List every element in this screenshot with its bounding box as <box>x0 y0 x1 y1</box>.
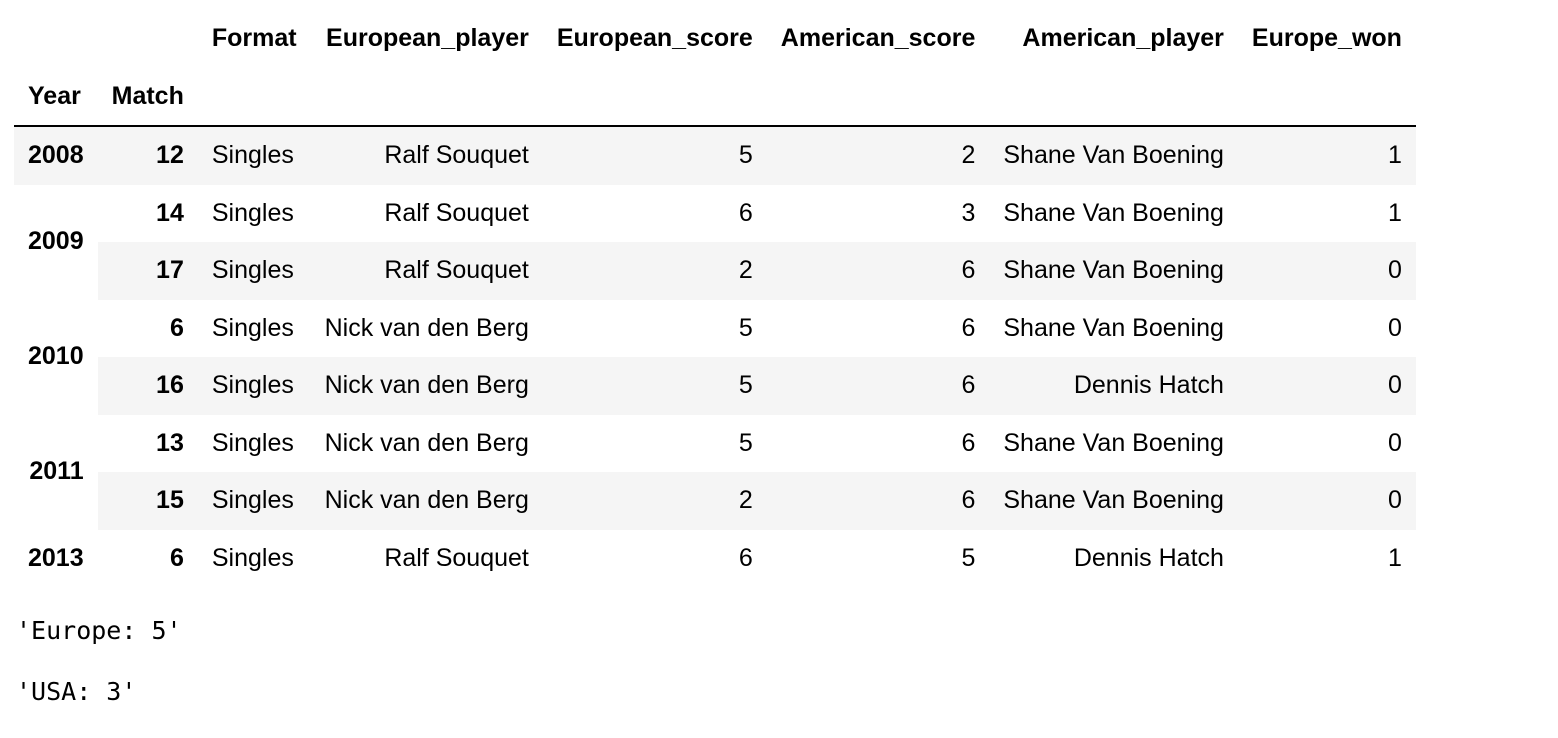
row-index-match: 6 <box>169 313 184 342</box>
table-cell: 0 <box>1388 313 1402 342</box>
table-cell: Nick van den Berg <box>310 357 543 415</box>
table-cell: Nick van den Berg <box>310 472 543 530</box>
table-cell: 0 <box>1237 357 1416 415</box>
column-header: American_player <box>1022 24 1224 52</box>
table-cell: 6 <box>766 357 990 415</box>
table-row: 2011 13 Singles Nick van den Berg 5 6 Shane Va… <box>14 414 1416 530</box>
blank-header-cell <box>1238 68 1416 127</box>
output-europe-count: 'Europe: 5' <box>16 616 182 645</box>
table-cell: Singles <box>211 313 294 342</box>
table-cell: 0 <box>1388 428 1402 457</box>
table-cell: 6 <box>738 543 753 572</box>
table-cell: 5 <box>961 543 976 572</box>
table-cell: Singles <box>211 428 294 457</box>
table-cell: Shane Van Boening <box>1003 313 1224 342</box>
table-cell: Singles <box>197 357 311 415</box>
row-index-match: 16 <box>97 357 198 415</box>
table-cell: 6 <box>766 242 990 300</box>
column-header: European_score <box>556 24 753 52</box>
table-cell: 6 <box>766 472 990 530</box>
table-cell: 6 <box>961 428 976 457</box>
row-index-match: 15 <box>97 472 198 530</box>
table-cell: Singles <box>197 472 311 530</box>
index-name-row: Year Match <box>14 68 1416 127</box>
blank-header-cell <box>989 68 1238 127</box>
table-cell: 6 <box>961 313 976 342</box>
row-index-match: 13 <box>156 428 184 457</box>
index-name-match: Match <box>111 81 184 110</box>
table-cell: Shane Van Boening <box>989 472 1238 530</box>
column-header: Format <box>211 24 297 52</box>
table-cell: 1 <box>1388 198 1402 227</box>
row-index-year: 2011 <box>14 414 98 530</box>
row-index-match: 17 <box>97 242 198 300</box>
row-index-match: 12 <box>97 126 198 185</box>
table-cell: 5 <box>542 126 767 185</box>
table-cell: 2 <box>542 472 767 530</box>
blank-header-cell <box>311 68 543 127</box>
table-cell: Ralf Souquet <box>384 543 529 572</box>
table-cell: Shane Van Boening <box>989 242 1238 300</box>
table-cell: 1 <box>1237 126 1416 185</box>
table-cell: Singles <box>211 198 294 227</box>
table-cell: 5 <box>542 357 767 415</box>
table-row: 2008 12 Singles Ralf Souquet 5 2 Shane Van Boe… <box>14 126 1416 185</box>
table-cell: Ralf Souquet <box>310 126 543 185</box>
table-cell: 6 <box>738 198 753 227</box>
table-cell: 3 <box>961 198 976 227</box>
row-index-year: 2008 <box>14 126 98 185</box>
table-cell: 0 <box>1237 472 1416 530</box>
table-row: 2013 6 Singles Ralf Souquet 6 5 Dennis Hatch 1 <box>14 530 1416 588</box>
table-cell: Shane Van Boening <box>989 126 1238 185</box>
table-cell: Singles <box>197 126 311 185</box>
table-row: 17 Singles Ralf Souquet 2 6 Shane Van Boening… <box>14 242 1416 300</box>
column-header-row: Format European_player European_score Am… <box>14 10 1416 68</box>
column-header: American_score <box>780 24 976 52</box>
table-cell: 2 <box>542 242 767 300</box>
blank-header-cell <box>14 10 98 68</box>
table-row: 2010 6 Singles Nick van den Berg 5 6 Shane Van… <box>14 299 1416 415</box>
blank-header-cell <box>98 10 198 68</box>
column-header: European_player <box>326 24 529 52</box>
table-cell: Dennis Hatch <box>989 357 1238 415</box>
table-cell: 1 <box>1388 543 1402 572</box>
table-cell: Nick van den Berg <box>324 313 529 342</box>
table-row: 2009 14 Singles Ralf Souquet 6 3 Shane Van Boe… <box>14 184 1416 300</box>
row-index-match: 6 <box>169 543 184 572</box>
table-cell: Singles <box>197 242 311 300</box>
table-cell: Dennis Hatch <box>1073 543 1224 572</box>
table-cell: Shane Van Boening <box>1003 428 1224 457</box>
column-header: Europe_won <box>1251 24 1402 52</box>
table-cell: Ralf Souquet <box>310 242 543 300</box>
row-index-year: 2009 <box>14 184 98 300</box>
table-cell: 5 <box>738 313 753 342</box>
table-cell: Shane Van Boening <box>1003 198 1224 227</box>
row-index-year: 2010 <box>14 299 98 415</box>
blank-header-cell <box>543 68 767 127</box>
table-cell: Singles <box>211 543 294 572</box>
table-cell: 5 <box>738 428 753 457</box>
table-cell: Nick van den Berg <box>324 428 529 457</box>
table-cell: 2 <box>766 126 990 185</box>
index-name-year: Year <box>28 81 81 110</box>
table-cell: 0 <box>1237 242 1416 300</box>
blank-header-cell <box>767 68 990 127</box>
row-index-match: 14 <box>156 198 184 227</box>
dataframe-table: Format European_player European_score Am… <box>14 10 1416 587</box>
table-cell: Ralf Souquet <box>384 198 529 227</box>
table-body: 2008 12 Singles Ralf Souquet 5 2 Shane Van Boe… <box>14 126 1416 587</box>
table-row: 15 Singles Nick van den Berg 2 6 Shane Van Bo… <box>14 472 1416 530</box>
row-index-year: 2013 <box>28 543 84 572</box>
output-usa-count: 'USA: 3' <box>16 677 137 706</box>
blank-header-cell <box>198 68 311 127</box>
table-row: 16 Singles Nick van den Berg 5 6 Dennis Hatch… <box>14 357 1416 415</box>
